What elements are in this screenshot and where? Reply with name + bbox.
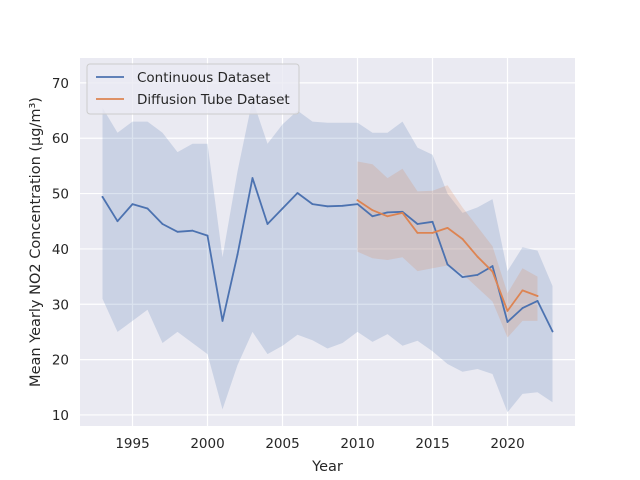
data-point-continuous <box>341 204 344 207</box>
data-point-diffusion <box>536 295 539 297</box>
data-point-diffusion <box>401 212 404 214</box>
data-point-diffusion <box>416 231 419 234</box>
data-point-continuous <box>161 223 164 225</box>
data-point-diffusion <box>431 231 434 234</box>
y-axis-ticks: 10 20 30 40 50 60 70 <box>52 76 69 424</box>
data-point-diffusion <box>446 226 449 229</box>
data-point-continuous <box>191 229 194 232</box>
data-point-diffusion <box>356 199 359 202</box>
data-point-continuous <box>536 300 539 302</box>
data-point-continuous <box>206 234 209 237</box>
y-tick-label: 30 <box>52 297 69 313</box>
y-tick-label: 70 <box>52 76 69 92</box>
data-point-continuous <box>326 205 329 208</box>
y-tick-label: 20 <box>52 353 69 369</box>
plot-area <box>80 58 575 426</box>
y-axis-label: Mean Yearly NO2 Concentration (µg/m³) <box>28 97 44 387</box>
x-tick-label: 2010 <box>340 436 374 452</box>
data-point-continuous <box>356 203 359 205</box>
y-tick-label: 50 <box>52 187 69 203</box>
legend-label-diffusion: Diffusion Tube Dataset <box>137 92 290 108</box>
data-point-continuous <box>131 203 134 205</box>
data-point-continuous <box>491 265 494 267</box>
data-point-continuous <box>251 177 254 179</box>
data-point-continuous <box>296 192 299 194</box>
data-point-diffusion <box>506 309 509 312</box>
legend-box <box>86 63 300 115</box>
data-point-continuous <box>521 307 524 310</box>
data-point-continuous <box>236 253 239 256</box>
data-point-diffusion <box>386 215 389 218</box>
x-tick-label: 2020 <box>490 436 524 452</box>
y-tick-label: 60 <box>52 131 69 147</box>
series-lines <box>101 177 554 333</box>
data-point-continuous <box>416 223 419 225</box>
legend: Continuous Dataset Diffusion Tube Datase… <box>86 63 300 115</box>
data-point-continuous <box>506 321 509 323</box>
data-point-continuous <box>221 319 224 322</box>
data-point-continuous <box>386 211 389 214</box>
data-point-continuous <box>101 195 104 198</box>
data-point-diffusion <box>521 289 524 292</box>
data-point-continuous <box>176 230 179 233</box>
confidence-band-diffusion <box>357 161 538 338</box>
data-point-continuous <box>116 220 119 223</box>
data-point-continuous <box>311 203 314 205</box>
y-tick-label: 40 <box>52 242 69 258</box>
x-axis-ticks: 1995 2000 2005 2010 2015 2020 <box>115 436 524 452</box>
data-point-continuous <box>446 263 449 266</box>
confidence-band-continuous <box>102 99 553 413</box>
x-axis-label: Year <box>311 459 343 475</box>
y-tick-label: 10 <box>52 408 69 424</box>
data-point-diffusion <box>461 238 464 240</box>
data-point-continuous <box>461 276 464 279</box>
data-point-continuous <box>431 220 434 223</box>
data-point-continuous <box>476 274 479 276</box>
x-tick-label: 2000 <box>190 436 224 452</box>
x-tick-label: 2005 <box>265 436 299 452</box>
x-tick-label: 2015 <box>415 436 449 452</box>
data-point-continuous <box>551 330 554 333</box>
data-point-diffusion <box>476 255 479 258</box>
legend-label-continuous: Continuous Dataset <box>137 70 270 86</box>
data-point-continuous <box>281 207 284 210</box>
confidence-bands <box>102 99 553 413</box>
data-point-continuous <box>146 207 149 210</box>
data-point-continuous <box>371 215 374 218</box>
data-point-diffusion <box>491 270 494 273</box>
data-point-diffusion <box>371 209 374 212</box>
data-point-continuous <box>266 223 269 225</box>
x-tick-label: 1995 <box>115 436 149 452</box>
